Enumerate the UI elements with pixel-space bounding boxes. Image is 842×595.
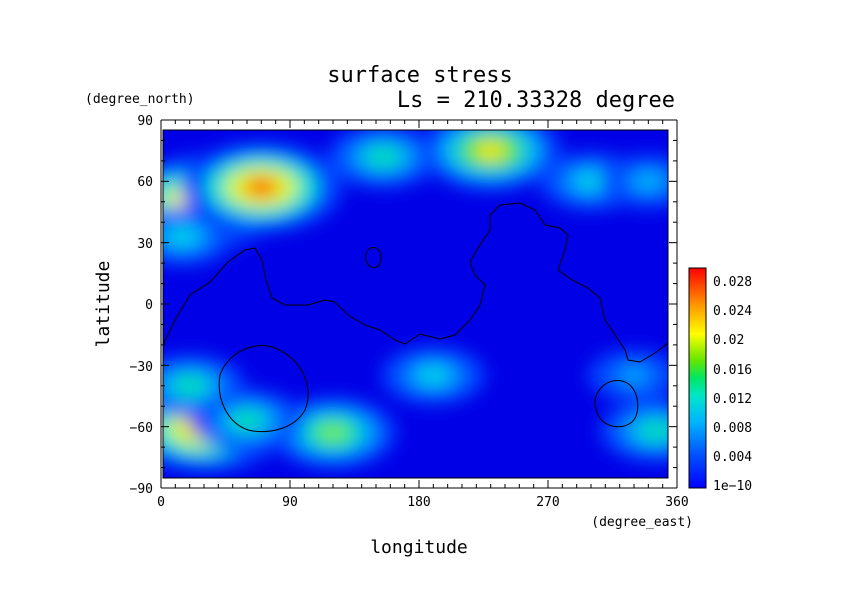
colorbar-label: 0.008 xyxy=(713,421,752,436)
chart-subtitle: Ls = 210.33328 degree xyxy=(397,88,675,113)
y-axis-label: latitude xyxy=(93,261,114,348)
colorbar-label: 0.004 xyxy=(713,450,752,465)
field-feature xyxy=(475,141,507,160)
field-feature xyxy=(234,413,260,428)
x-tick-label: 360 xyxy=(665,495,688,510)
y-tick-label: −30 xyxy=(130,360,153,375)
field-feature xyxy=(623,369,645,382)
y-tick-label: 0 xyxy=(145,298,153,313)
y-tick-label: −60 xyxy=(130,421,153,436)
colorbar-label: 0.024 xyxy=(713,304,752,319)
x-tick-labels: 0 90 180 270 360 xyxy=(157,495,689,510)
x-tick-label: 0 xyxy=(157,495,165,510)
field-feature xyxy=(643,423,668,438)
field-feature xyxy=(421,369,445,382)
y-tick-labels: 90 60 30 0 −30 −60 −90 xyxy=(130,114,153,497)
colorbar-label: 0.028 xyxy=(713,275,752,290)
chart-title: surface stress xyxy=(327,63,512,88)
y-tick-label: 90 xyxy=(137,114,153,129)
field-feature xyxy=(637,175,659,188)
x-tick-label: 90 xyxy=(282,495,298,510)
coastline-ring-southeast xyxy=(594,380,639,428)
field-layer xyxy=(163,130,668,473)
field-feature xyxy=(243,177,280,198)
y-tick-label: −90 xyxy=(130,482,153,497)
colorbar-label: 1e−10 xyxy=(713,479,752,494)
field-feature xyxy=(370,149,396,164)
x-axis-unit: (degree_east) xyxy=(591,515,693,530)
coastline-island xyxy=(365,247,382,269)
field-feature xyxy=(171,230,194,243)
y-tick-label: 30 xyxy=(137,237,153,252)
y-unit-label: (degree_north) xyxy=(85,92,195,107)
colorbar-labels: 0.028 0.024 0.02 0.016 0.012 0.008 0.004… xyxy=(713,275,752,494)
colorbar xyxy=(688,267,707,489)
field-feature xyxy=(579,174,603,188)
y-tick-label: 60 xyxy=(137,175,153,190)
colorbar-label: 0.02 xyxy=(713,333,744,348)
colorbar-label: 0.016 xyxy=(713,363,752,378)
colorbar-label: 0.012 xyxy=(713,392,752,407)
x-tick-label: 180 xyxy=(407,495,430,510)
axis-ticks xyxy=(160,119,678,489)
x-axis-label: longitude xyxy=(370,537,468,558)
coastline-ring-southwest xyxy=(218,345,309,433)
coastline-main xyxy=(163,202,668,363)
field-feature xyxy=(177,378,202,393)
field-feature xyxy=(319,424,347,441)
coastline-contours xyxy=(163,202,668,433)
x-tick-label: 270 xyxy=(536,495,559,510)
